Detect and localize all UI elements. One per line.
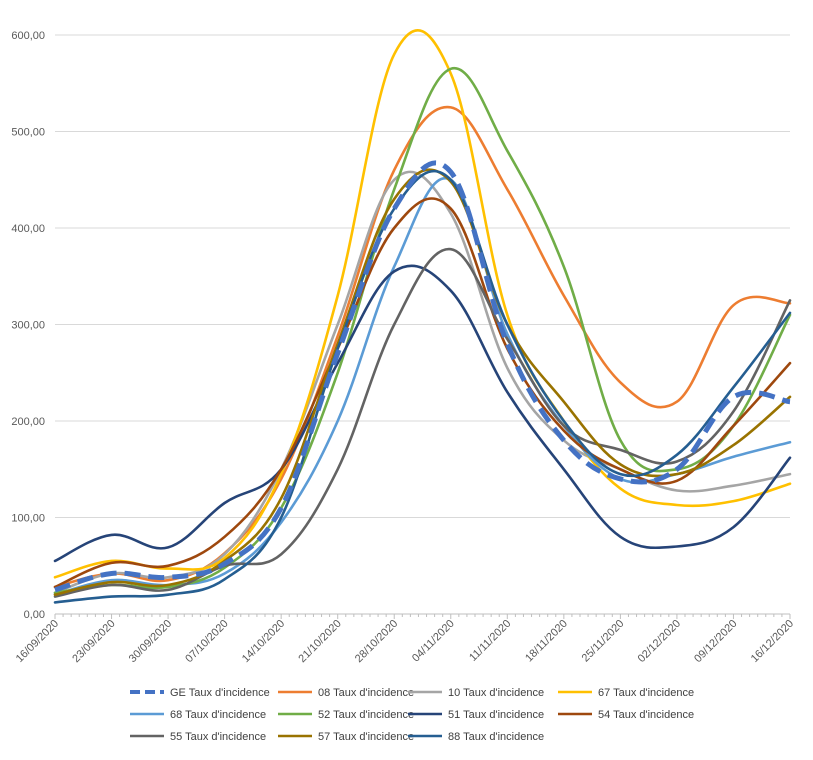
y-axis-tick-labels: 0,00 100,00 200,00 300,00 400,00 500,00 600,00 [11, 30, 45, 621]
legend: GE Taux d'incidence 08 Taux d'incidence 10… [130, 687, 694, 743]
legend-label-88: 88 Taux d'incidence [448, 731, 544, 743]
x-tick-label: 07/10/2020 [183, 618, 230, 665]
legend-label-08: 08 Taux d'incidence [318, 687, 414, 699]
x-axis [54, 613, 791, 619]
series-line-54 [53, 197, 792, 589]
x-tick-label: 16/12/2020 [749, 618, 796, 665]
y-tick-label: 300,00 [11, 320, 45, 332]
x-tick-label: 14/10/2020 [240, 618, 287, 665]
legend-label-ge: GE Taux d'incidence [170, 687, 270, 699]
gridlines [55, 34, 790, 518]
x-tick-label: 25/11/2020 [580, 618, 627, 665]
x-tick-label: 16/09/2020 [14, 618, 61, 665]
x-axis-tick-labels: 16/09/2020 23/09/2020 30/09/2020 07/10/2020… [14, 618, 796, 665]
series-line-ge [54, 160, 791, 593]
legend-label-68: 68 Taux d'incidence [170, 709, 266, 721]
x-tick-label: 23/09/2020 [70, 618, 117, 665]
y-tick-label: 0,00 [24, 609, 45, 621]
series-line-88 [53, 169, 792, 604]
x-tick-label: 11/11/2020 [467, 618, 513, 664]
x-tick-label: 30/09/2020 [127, 618, 174, 665]
x-tick-label: 04/11/2020 [410, 618, 457, 665]
x-tick-label: 18/11/2020 [523, 618, 570, 665]
y-tick-label: 600,00 [11, 30, 45, 42]
y-tick-label: 500,00 [11, 127, 45, 139]
legend-label-54: 54 Taux d'incidence [598, 709, 694, 721]
series-lines [53, 29, 792, 604]
legend-label-67: 67 Taux d'incidence [598, 687, 694, 699]
legend-label-10: 10 Taux d'incidence [448, 687, 544, 699]
y-tick-label: 400,00 [11, 223, 45, 235]
series-line-67 [53, 29, 792, 579]
x-tick-label: 02/12/2020 [636, 618, 683, 665]
series-line-57 [53, 168, 792, 596]
series-line-68 [53, 176, 792, 596]
legend-label-51: 51 Taux d'incidence [448, 709, 544, 721]
x-tick-label: 09/12/2020 [692, 618, 739, 665]
series-line-51 [53, 264, 792, 563]
y-tick-label: 200,00 [11, 416, 45, 428]
series-line-52 [53, 67, 792, 595]
legend-label-57: 57 Taux d'incidence [318, 731, 414, 743]
legend-label-55: 55 Taux d'incidence [170, 731, 266, 743]
legend-label-52: 52 Taux d'incidence [318, 709, 414, 721]
series-line-10 [53, 170, 792, 595]
x-tick-label: 21/10/2020 [296, 618, 343, 665]
series-line-55 [53, 247, 792, 598]
series-line-08 [53, 105, 792, 589]
y-tick-label: 100,00 [11, 513, 45, 525]
x-tick-label: 28/10/2020 [353, 618, 400, 665]
